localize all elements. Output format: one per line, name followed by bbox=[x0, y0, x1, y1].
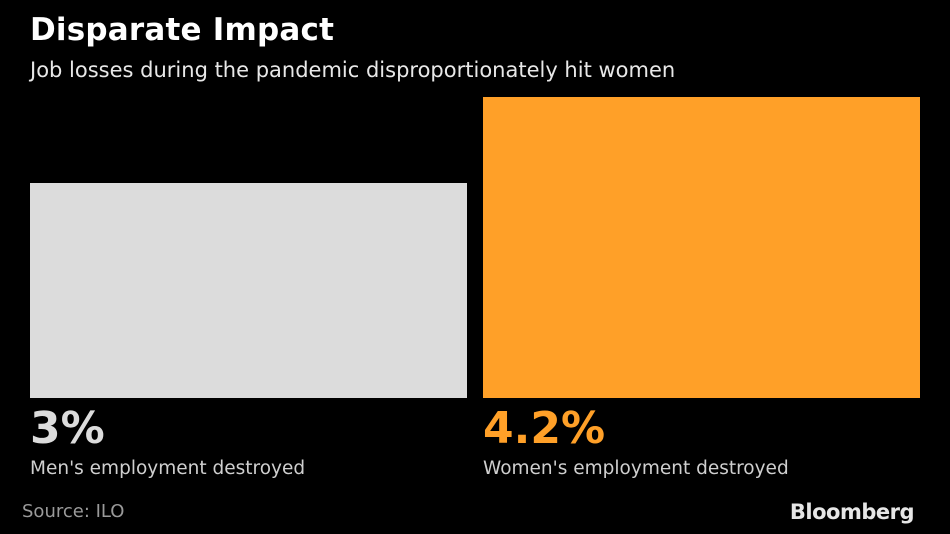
value-label-1: 4.2% bbox=[483, 403, 605, 454]
bar-1 bbox=[483, 97, 920, 398]
chart-subtitle: Job losses during the pandemic dispropor… bbox=[30, 58, 676, 82]
source-note: Source: ILO bbox=[22, 501, 125, 522]
category-label-0: Men's employment destroyed bbox=[30, 458, 305, 479]
chart-title: Disparate Impact bbox=[30, 12, 335, 48]
bloomberg-logo: Bloomberg bbox=[789, 500, 915, 524]
bar-0 bbox=[30, 183, 467, 398]
category-label-1: Women's employment destroyed bbox=[483, 458, 789, 479]
value-label-0: 3% bbox=[30, 403, 105, 454]
